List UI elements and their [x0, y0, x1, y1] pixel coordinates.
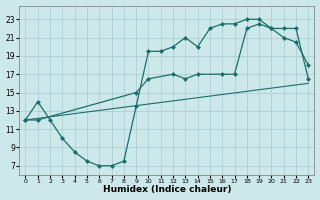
X-axis label: Humidex (Indice chaleur): Humidex (Indice chaleur)	[103, 185, 231, 194]
